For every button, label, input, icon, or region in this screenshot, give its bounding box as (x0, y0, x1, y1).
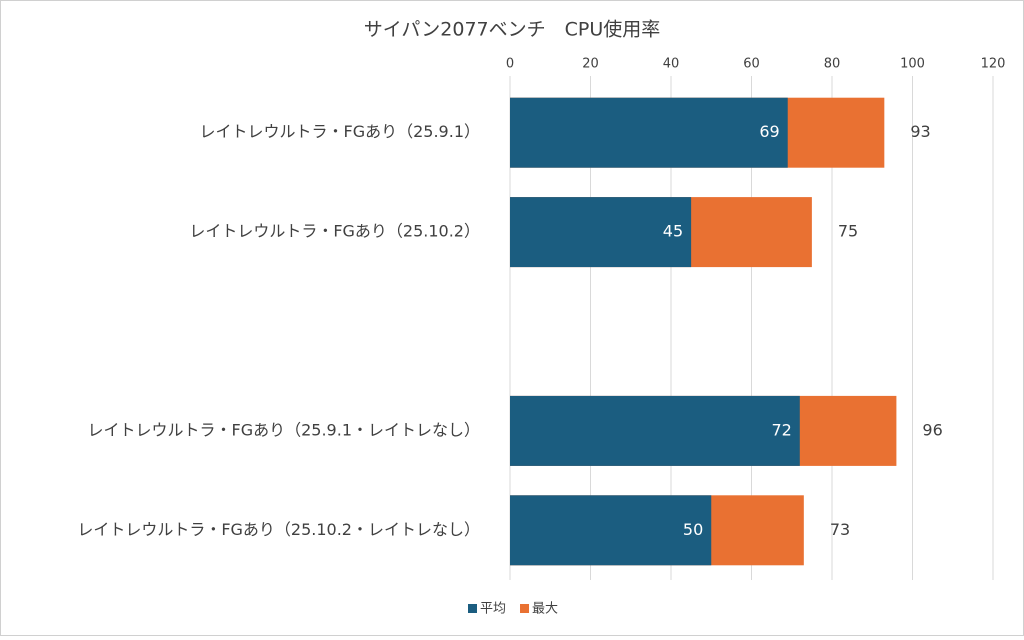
legend-swatch (520, 604, 530, 613)
x-tick-label: 120 (981, 57, 1006, 72)
y-tick-label: レイトレウルトラ・FGあり（25.9.1・レイトレなし） (88, 420, 481, 439)
chart-title: サイパン2077ベンチ CPU使用率 (364, 19, 661, 41)
legend-swatch (468, 604, 477, 613)
x-tick-label: 60 (743, 57, 760, 72)
data-label: 75 (838, 222, 858, 241)
y-tick-label: レイトレウルトラ・FGあり（25.9.1） (200, 122, 481, 141)
x-tick-label: 20 (582, 57, 599, 72)
bar (510, 495, 712, 566)
bar (510, 197, 692, 268)
x-tick-label: 40 (663, 57, 680, 72)
x-tick-label: 80 (824, 57, 841, 72)
bar (510, 395, 800, 466)
y-tick-label: レイトレウルトラ・FGあり（25.10.2・レイトレなし） (77, 520, 480, 539)
bar (510, 97, 788, 168)
x-tick-label: 100 (900, 57, 925, 72)
data-label: 73 (830, 520, 850, 539)
x-tick-label: 0 (506, 57, 514, 72)
data-label: 69 (759, 122, 779, 141)
data-label: 96 (922, 420, 942, 439)
data-label: 50 (683, 520, 703, 539)
data-label: 45 (663, 222, 683, 241)
data-label: 93 (910, 122, 930, 141)
legend-label: 最大 (532, 602, 558, 617)
data-label: 72 (771, 420, 791, 439)
y-tick-label: レイトレウルトラ・FGあり（25.10.2） (189, 222, 480, 241)
legend-label: 平均 (480, 602, 506, 617)
